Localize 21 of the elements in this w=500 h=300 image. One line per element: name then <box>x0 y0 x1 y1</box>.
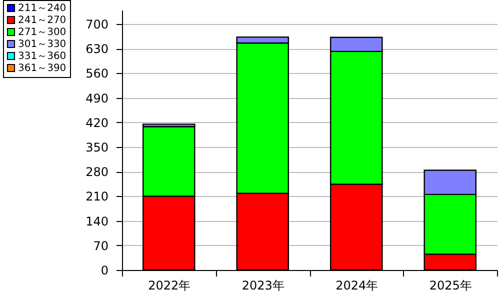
legend-label: 241～270 <box>18 15 66 26</box>
legend-label: 211～240 <box>18 3 66 14</box>
y-tick-label: 630 <box>86 42 108 56</box>
x-tick-label: 2022年 <box>148 278 191 292</box>
y-tick-label: 560 <box>86 66 108 81</box>
legend-label: 271～300 <box>18 27 66 38</box>
legend-label: 361～390 <box>18 63 66 74</box>
y-tick-label: 140 <box>86 214 108 228</box>
y-tick-label: 0 <box>100 264 108 278</box>
y-tick-label: 350 <box>86 140 108 155</box>
x-tick-label: 2023年 <box>242 278 284 292</box>
y-tick-label: 420 <box>86 116 108 130</box>
y-tick-label: 70 <box>93 238 108 253</box>
legend-label: 331～360 <box>18 51 66 62</box>
y-tick-label: 700 <box>86 18 108 32</box>
x-tick-label: 2024年 <box>336 278 378 292</box>
x-tick-label: 2025年 <box>429 278 472 292</box>
y-tick-label: 210 <box>86 190 108 204</box>
legend-label: 301～330 <box>18 39 66 50</box>
y-tick-label: 280 <box>86 165 108 180</box>
y-tick-label: 490 <box>86 91 108 106</box>
